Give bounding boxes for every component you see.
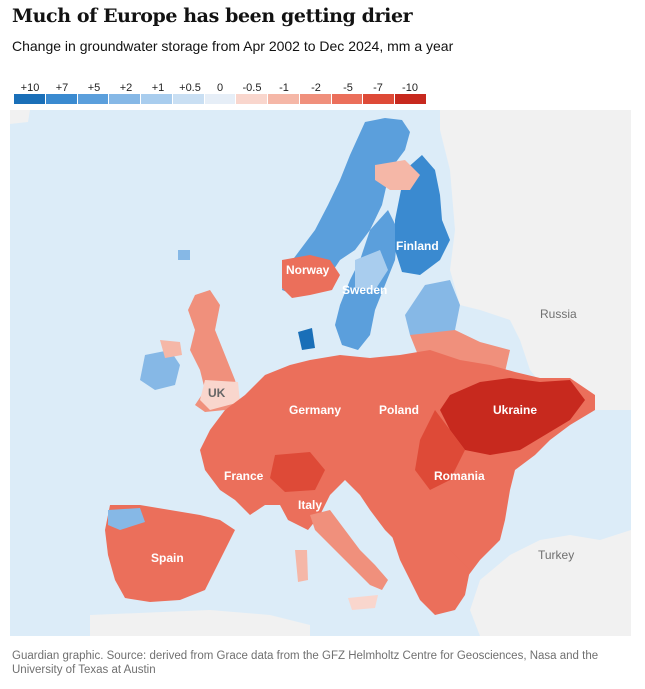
label-ukraine: Ukraine <box>493 403 537 417</box>
label-uk: UK <box>208 386 226 400</box>
chart-subtitle: Change in groundwater storage from Apr 2… <box>12 38 454 54</box>
ukraine-mid <box>415 410 465 490</box>
ireland-north <box>160 340 182 358</box>
ukraine-hotspot <box>440 378 585 455</box>
legend-swatch <box>268 94 299 104</box>
norway-region <box>282 118 410 295</box>
label-finland: Finland <box>396 239 439 253</box>
legend-swatch <box>14 94 45 104</box>
uk-south-light <box>200 380 240 410</box>
color-legend: +10 +7 +5 +2 +1 +0.5 0 -0.5 -1 -2 -5 -7 … <box>14 82 426 104</box>
legend-swatch <box>172 94 204 104</box>
legend-label: +2 <box>119 82 133 94</box>
legend-label: +7 <box>55 82 69 94</box>
legend-label: -2 <box>311 82 321 94</box>
iberia-dry <box>105 505 235 602</box>
legend-swatch <box>204 94 236 104</box>
legend-label: +5 <box>87 82 101 94</box>
legend-label: -5 <box>343 82 353 94</box>
label-turkey: Turkey <box>538 548 574 562</box>
legend-labels: +10 +7 +5 +2 +1 +0.5 0 -0.5 -1 -2 -5 -7 … <box>14 82 426 96</box>
sweden-mid-light <box>355 250 388 290</box>
legend-label: -1 <box>279 82 289 94</box>
map-labels: Norway Sweden Finland Russia UK Germany … <box>151 239 577 565</box>
label-spain: Spain <box>151 551 184 565</box>
legend-swatch <box>45 94 77 104</box>
balkans-dry <box>390 530 470 615</box>
legend-swatch <box>331 94 363 104</box>
british-isles <box>140 290 240 412</box>
legend-color-bar <box>14 94 426 104</box>
iceland-sq <box>178 250 190 260</box>
legend-label: +10 <box>20 82 40 94</box>
label-norway: Norway <box>286 263 330 277</box>
legend-swatch <box>299 94 331 104</box>
ireland <box>140 350 180 390</box>
label-sweden: Sweden <box>342 283 387 297</box>
label-poland: Poland <box>379 403 419 417</box>
legend-label: -7 <box>373 82 383 94</box>
finland-north-light <box>375 160 420 190</box>
legend-swatch <box>395 94 426 104</box>
neutral-land <box>10 110 631 636</box>
label-france: France <box>224 469 264 483</box>
gotland-denmark-blue <box>298 328 315 350</box>
chart-title: Much of Europe has been getting drier <box>12 5 413 27</box>
russia-land <box>440 110 631 410</box>
alps-hotspot <box>270 452 325 492</box>
italy-peninsula <box>310 510 388 590</box>
legend-label: -0.5 <box>242 82 262 94</box>
legend-swatch <box>141 94 172 104</box>
legend-swatch <box>109 94 141 104</box>
scandinavia <box>282 118 450 350</box>
label-italy: Italy <box>298 498 322 512</box>
turkey-land <box>470 530 631 636</box>
label-russia: Russia <box>540 307 577 321</box>
legend-label: +0.5 <box>179 82 201 94</box>
label-romania: Romania <box>434 469 485 483</box>
iberia-north-wet <box>108 508 145 530</box>
baltic-region <box>405 280 460 340</box>
legend-swatch <box>77 94 109 104</box>
legend-label: -10 <box>402 82 418 94</box>
map-svg: Norway Sweden Finland Russia UK Germany … <box>10 110 631 636</box>
north-africa-land <box>90 610 310 636</box>
source-note: Guardian graphic. Source: derived from G… <box>12 650 599 676</box>
legend-label: +1 <box>151 82 165 94</box>
legend-label: 0 <box>216 82 224 94</box>
label-germany: Germany <box>289 403 341 417</box>
sardinia <box>295 550 308 582</box>
legend-swatch <box>363 94 395 104</box>
legend-swatch <box>236 94 268 104</box>
norway-south-dry <box>282 255 340 298</box>
europe-map: Norway Sweden Finland Russia UK Germany … <box>10 110 631 636</box>
iceland-scandi-coast <box>10 110 30 124</box>
sicily <box>348 595 378 610</box>
